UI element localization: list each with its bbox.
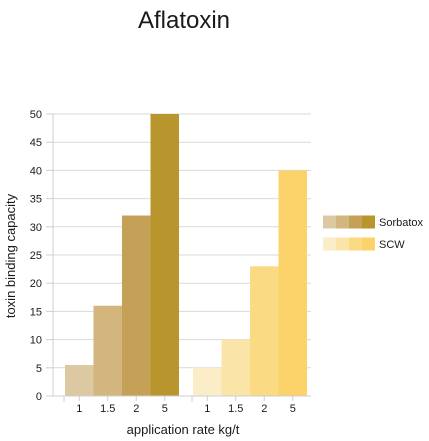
legend: Sorbatox SCW [323,215,424,251]
x-tick-label: 1 [204,403,210,415]
legend-swatch-scw [336,237,349,251]
y-tick-label: 30 [30,222,42,234]
y-axis-label: toxin binding capacity [3,193,18,318]
y-tick-label: 20 [30,278,42,290]
bar-scw-5 [278,170,307,396]
y-tick-label: 35 [30,194,42,206]
legend-swatch-scw [362,237,375,251]
legend-swatch-scw [323,237,336,251]
x-tick-label: 5 [290,403,296,415]
y-tick-label: 40 [30,165,42,177]
bar-scw-2 [250,266,279,396]
x-tick-label: 2 [261,403,267,415]
x-tick-label: 1 [76,403,82,415]
x-tick-label: 5 [162,403,168,415]
y-tick-label: 5 [36,363,42,375]
x-axis-label: application rate kg/t [127,422,240,437]
bar-sorbatox-2 [122,215,151,396]
y-tick-label: 25 [30,250,42,262]
bar-sorbatox-1-5 [93,305,122,396]
y-tick-label: 45 [30,137,42,149]
y-tick-label: 0 [36,391,42,403]
y-tick-label: 10 [30,335,42,347]
bar-scw-1-5 [221,339,250,396]
x-tick-label: 1.5 [100,403,115,415]
legend-swatch-sorbatox [362,215,375,229]
bar-sorbatox-5 [150,114,179,396]
x-tick-label: 2 [133,403,139,415]
bars [65,114,307,396]
y-tick-label: 50 [30,109,42,121]
bar-scw-1 [193,367,222,396]
legend-swatch-sorbatox [336,215,349,229]
chart-title: Aflatoxin [138,7,230,34]
x-tick-label: 1.5 [228,403,243,415]
legend-swatch-scw [349,237,362,251]
y-tick-label: 15 [30,306,42,318]
bar-sorbatox-1 [65,364,94,396]
legend-swatch-sorbatox [349,215,362,229]
legend-swatch-sorbatox [323,215,336,229]
legend-label-sorbatox: Sorbatox [379,217,424,229]
legend-label-scw: SCW [379,239,405,251]
